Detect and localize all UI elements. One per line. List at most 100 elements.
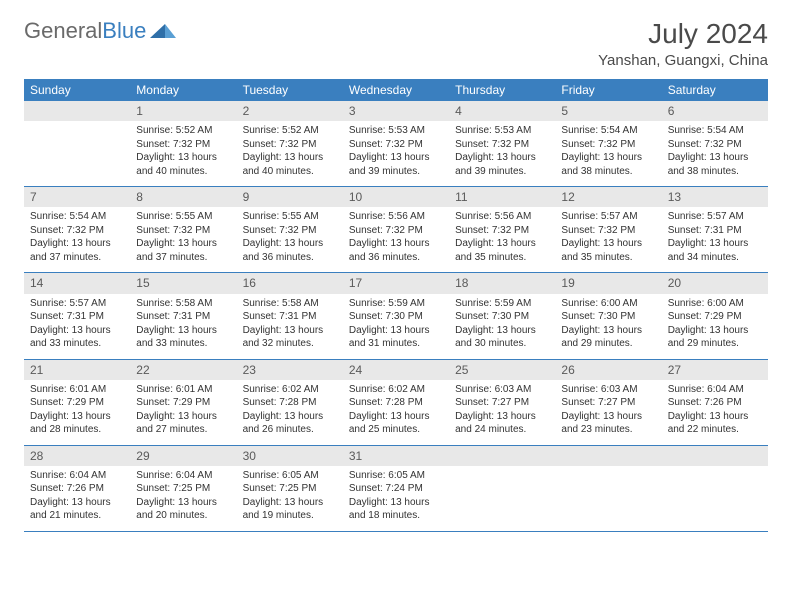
calendar-day-cell (24, 101, 130, 187)
sunset-text: Sunset: 7:29 PM (668, 310, 762, 324)
sunset-text: Sunset: 7:32 PM (455, 138, 549, 152)
day-number: 7 (24, 187, 130, 207)
sunrise-text: Sunrise: 6:03 AM (455, 383, 549, 397)
daylight-text: Daylight: 13 hours and 18 minutes. (349, 496, 443, 523)
day-details-empty (449, 466, 555, 528)
sunrise-text: Sunrise: 6:02 AM (243, 383, 337, 397)
sunrise-text: Sunrise: 6:04 AM (136, 469, 230, 483)
daylight-text: Daylight: 13 hours and 33 minutes. (30, 324, 124, 351)
brand-logo: GeneralBlue (24, 18, 176, 44)
sunrise-text: Sunrise: 5:55 AM (243, 210, 337, 224)
calendar-day-cell: 10Sunrise: 5:56 AMSunset: 7:32 PMDayligh… (343, 187, 449, 273)
daylight-text: Daylight: 13 hours and 35 minutes. (455, 237, 549, 264)
calendar-day-cell: 13 Sunrise: 5:57 AMSunset: 7:31 PMDayligh… (662, 187, 768, 273)
sunrise-text: Sunrise: 5:57 AM (668, 210, 762, 224)
calendar-day-cell: 16Sunrise: 5:58 AMSunset: 7:31 PMDayligh… (237, 273, 343, 359)
sunset-text: Sunset: 7:26 PM (30, 482, 124, 496)
weekday-header: Monday (130, 79, 236, 101)
brand-triangle-icon (150, 20, 176, 42)
day-number: 8 (130, 187, 236, 207)
calendar-day-cell: 18Sunrise: 5:59 AMSunset: 7:30 PMDayligh… (449, 273, 555, 359)
calendar-day-cell: 17Sunrise: 5:59 AMSunset: 7:30 PMDayligh… (343, 273, 449, 359)
day-number: 6 (662, 101, 768, 121)
day-details-empty (662, 466, 768, 528)
sunset-text: Sunset: 7:31 PM (668, 224, 762, 238)
day-details: Sunrise: 5:59 AMSunset: 7:30 PMDaylight:… (343, 294, 449, 359)
day-details: Sunrise: 5:57 AMSunset: 7:31 PMDaylight:… (24, 294, 130, 359)
weekday-header: Saturday (662, 79, 768, 101)
calendar-week-row: 7Sunrise: 5:54 AMSunset: 7:32 PMDaylight… (24, 187, 768, 273)
day-details: Sunrise: 5:56 AMSunset: 7:32 PMDaylight:… (449, 207, 555, 272)
day-details: Sunrise: 6:03 AMSunset: 7:27 PMDaylight:… (449, 380, 555, 445)
sunset-text: Sunset: 7:32 PM (136, 138, 230, 152)
sunrise-text: Sunrise: 5:52 AM (136, 124, 230, 138)
sunrise-text: Sunrise: 5:54 AM (668, 124, 762, 138)
page-root: GeneralBlue July 2024 Yanshan, Guangxi, … (0, 0, 792, 550)
daylight-text: Daylight: 13 hours and 34 minutes. (668, 237, 762, 264)
sunrise-text: Sunrise: 5:58 AM (136, 297, 230, 311)
calendar-week-row: 1Sunrise: 5:52 AMSunset: 7:32 PMDaylight… (24, 101, 768, 187)
sunset-text: Sunset: 7:30 PM (455, 310, 549, 324)
day-details: Sunrise: 5:59 AMSunset: 7:30 PMDaylight:… (449, 294, 555, 359)
sunset-text: Sunset: 7:32 PM (561, 138, 655, 152)
day-details: Sunrise: 5:57 AMSunset: 7:32 PMDaylight:… (555, 207, 661, 272)
calendar-day-cell: 1Sunrise: 5:52 AMSunset: 7:32 PMDaylight… (130, 101, 236, 187)
day-number: 11 (449, 187, 555, 207)
daylight-text: Daylight: 13 hours and 31 minutes. (349, 324, 443, 351)
day-number-empty (662, 446, 768, 466)
sunset-text: Sunset: 7:32 PM (455, 224, 549, 238)
sunset-text: Sunset: 7:31 PM (136, 310, 230, 324)
daylight-text: Daylight: 13 hours and 36 minutes. (243, 237, 337, 264)
calendar-day-cell: 30Sunrise: 6:05 AMSunset: 7:25 PMDayligh… (237, 445, 343, 531)
day-details: Sunrise: 6:00 AMSunset: 7:29 PMDaylight:… (662, 294, 768, 359)
day-number: 1 (130, 101, 236, 121)
day-number: 24 (343, 360, 449, 380)
day-details: Sunrise: 6:01 AMSunset: 7:29 PMDaylight:… (130, 380, 236, 445)
daylight-text: Daylight: 13 hours and 39 minutes. (349, 151, 443, 178)
sunset-text: Sunset: 7:29 PM (30, 396, 124, 410)
day-number: 5 (555, 101, 661, 121)
daylight-text: Daylight: 13 hours and 35 minutes. (561, 237, 655, 264)
sunrise-text: Sunrise: 5:53 AM (349, 124, 443, 138)
calendar-day-cell: 7Sunrise: 5:54 AMSunset: 7:32 PMDaylight… (24, 187, 130, 273)
calendar-day-cell: 12Sunrise: 5:57 AMSunset: 7:32 PMDayligh… (555, 187, 661, 273)
day-number: 26 (555, 360, 661, 380)
sunset-text: Sunset: 7:28 PM (349, 396, 443, 410)
day-number: 14 (24, 273, 130, 293)
day-number: 18 (449, 273, 555, 293)
calendar-day-cell: 11Sunrise: 5:56 AMSunset: 7:32 PMDayligh… (449, 187, 555, 273)
daylight-text: Daylight: 13 hours and 40 minutes. (136, 151, 230, 178)
sunrise-text: Sunrise: 6:04 AM (30, 469, 124, 483)
day-details: Sunrise: 5:52 AMSunset: 7:32 PMDaylight:… (237, 121, 343, 186)
day-number: 10 (343, 187, 449, 207)
day-details: Sunrise: 5:54 AMSunset: 7:32 PMDaylight:… (555, 121, 661, 186)
brand-name: GeneralBlue (24, 18, 146, 44)
calendar-day-cell: 5Sunrise: 5:54 AMSunset: 7:32 PMDaylight… (555, 101, 661, 187)
calendar-table: SundayMondayTuesdayWednesdayThursdayFrid… (24, 79, 768, 532)
day-number-empty (24, 101, 130, 121)
day-details: Sunrise: 6:04 AMSunset: 7:26 PMDaylight:… (662, 380, 768, 445)
sunset-text: Sunset: 7:27 PM (561, 396, 655, 410)
location-text: Yanshan, Guangxi, China (598, 52, 768, 69)
daylight-text: Daylight: 13 hours and 27 minutes. (136, 410, 230, 437)
sunrise-text: Sunrise: 5:59 AM (349, 297, 443, 311)
sunrise-text: Sunrise: 5:52 AM (243, 124, 337, 138)
day-details: Sunrise: 5:52 AMSunset: 7:32 PMDaylight:… (130, 121, 236, 186)
day-number: 27 (662, 360, 768, 380)
calendar-day-cell (449, 445, 555, 531)
calendar-day-cell: 24Sunrise: 6:02 AMSunset: 7:28 PMDayligh… (343, 359, 449, 445)
sunrise-text: Sunrise: 5:57 AM (561, 210, 655, 224)
day-details: Sunrise: 6:05 AMSunset: 7:24 PMDaylight:… (343, 466, 449, 531)
day-details: Sunrise: 5:56 AMSunset: 7:32 PMDaylight:… (343, 207, 449, 272)
day-number: 13 (662, 187, 768, 207)
day-details-empty (555, 466, 661, 528)
daylight-text: Daylight: 13 hours and 25 minutes. (349, 410, 443, 437)
calendar-day-cell: 9Sunrise: 5:55 AMSunset: 7:32 PMDaylight… (237, 187, 343, 273)
sunset-text: Sunset: 7:27 PM (455, 396, 549, 410)
sunset-text: Sunset: 7:32 PM (243, 138, 337, 152)
calendar-day-cell: 26Sunrise: 6:03 AMSunset: 7:27 PMDayligh… (555, 359, 661, 445)
day-details: Sunrise: 6:03 AMSunset: 7:27 PMDaylight:… (555, 380, 661, 445)
calendar-day-cell: 4Sunrise: 5:53 AMSunset: 7:32 PMDaylight… (449, 101, 555, 187)
day-number: 12 (555, 187, 661, 207)
sunset-text: Sunset: 7:32 PM (349, 224, 443, 238)
